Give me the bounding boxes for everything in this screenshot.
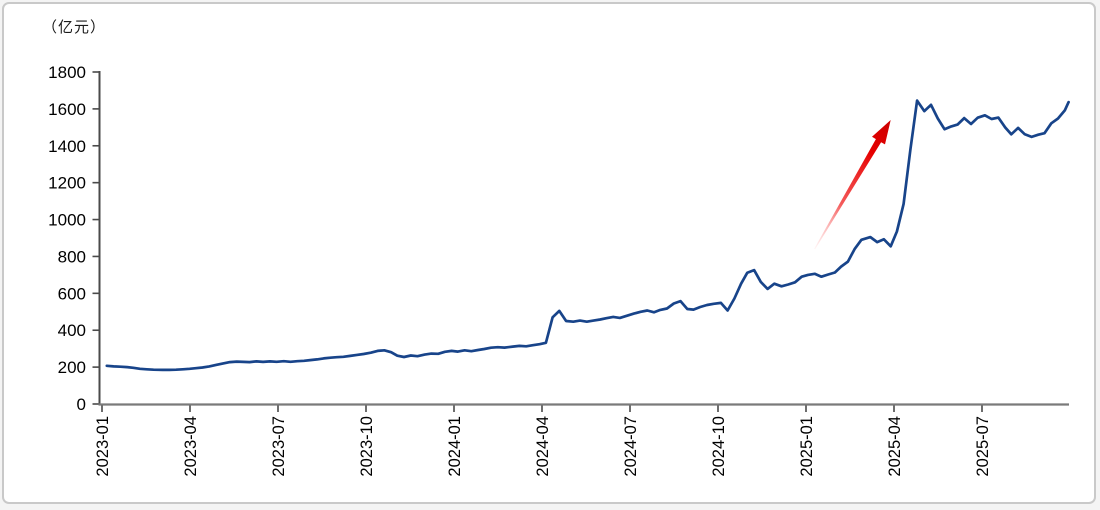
y-tick-label: 600	[58, 284, 86, 303]
x-tick-label: 2024-10	[710, 416, 728, 477]
chart-plot-svg: 0 200 400 600 800 1000 1200 1400 1600 1800 2023-01…	[48, 63, 1070, 477]
x-tick-label: 2024-01	[446, 416, 464, 477]
x-tick-label: 2025-07	[974, 416, 992, 477]
y-tick-label: 1800	[48, 63, 86, 82]
chart-frame: （亿元） 0 200 400 600 800 1000 1200 1400 1600 1800 20…	[2, 2, 1096, 504]
y-axis-unit-label: （亿元）	[42, 19, 107, 36]
y-tick-label: 1000	[48, 211, 86, 230]
x-tick-label: 2025-04	[886, 416, 904, 477]
x-tick-label: 2023-01	[94, 416, 112, 477]
y-tick-label: 1400	[48, 137, 86, 156]
x-tick-label: 2025-01	[798, 416, 816, 477]
trend-arrow	[814, 120, 891, 250]
data-line	[105, 99, 1070, 372]
y-tick-label: 1200	[48, 174, 86, 193]
y-tick-label: 400	[58, 321, 86, 340]
y-tick-label: 800	[58, 247, 86, 266]
x-tick-label: 2024-04	[534, 416, 552, 477]
y-tick-label: 200	[58, 358, 86, 377]
y-axis: 0 200 400 600 800 1000 1200 1400 1600 1800	[48, 63, 101, 414]
x-tick-label: 2023-07	[270, 416, 288, 477]
x-tick-label: 2023-04	[182, 416, 200, 477]
x-tick-label: 2023-10	[358, 416, 376, 477]
x-tick-label: 2024-07	[622, 416, 640, 477]
y-tick-label: 1600	[48, 100, 86, 119]
y-tick-label: 0	[77, 395, 86, 414]
x-axis: 2023-01 2023-04 2023-07 2023-10 2024-01 2024-…	[94, 403, 1069, 477]
